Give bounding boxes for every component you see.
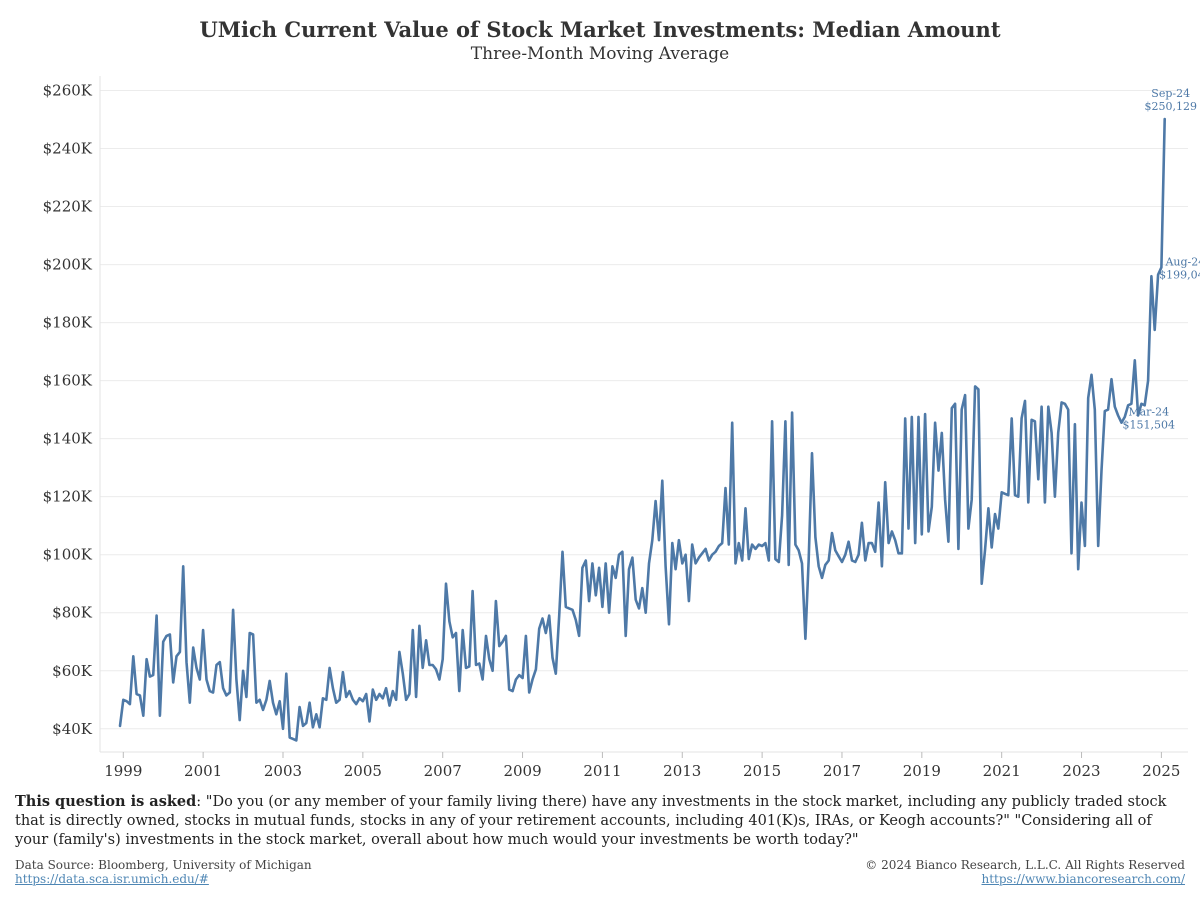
x-tick-label: 2001 <box>184 762 222 780</box>
y-tick-label: $200K <box>43 256 93 274</box>
annotation-value: $250,129 <box>1144 100 1197 113</box>
y-tick-label: $120K <box>43 488 93 506</box>
footer-source: Data Source: Bloomberg, University of Mi… <box>15 858 312 886</box>
x-tick-label: 2023 <box>1062 762 1100 780</box>
y-tick-label: $220K <box>43 198 93 216</box>
chart-subtitle: Three-Month Moving Average <box>471 44 729 64</box>
x-tick-label: 1999 <box>104 762 142 780</box>
y-tick-label: $60K <box>52 662 93 680</box>
chart-title: UMich Current Value of Stock Market Inve… <box>199 17 1000 42</box>
annotation-date: Aug-24 <box>1164 255 1200 268</box>
question-text: : "Do you (or any member of your family … <box>15 794 1167 848</box>
x-tick-label: 2017 <box>823 762 861 780</box>
annotation: Sep-24$250,129 <box>1144 87 1197 113</box>
axes <box>99 76 1188 753</box>
line-chart: UMich Current Value of Stock Market Inve… <box>43 17 1200 780</box>
series-line <box>118 117 1166 742</box>
x-tick-label: 2005 <box>344 762 382 780</box>
data-source-text: Data Source: Bloomberg, University of Mi… <box>15 858 312 872</box>
x-tick-label: 2011 <box>583 762 621 780</box>
annotation: Mar-24$151,504 <box>1122 405 1175 431</box>
gridlines <box>100 90 1188 730</box>
y-tick-label: $160K <box>43 372 93 390</box>
x-tick-label: 2025 <box>1142 762 1180 780</box>
annotation: Aug-24$199,043 <box>1159 255 1200 281</box>
y-tick-label: $140K <box>43 430 93 448</box>
x-tick-label: 2009 <box>503 762 541 780</box>
footer-copyright: © 2024 Bianco Research, L.L.C. All Right… <box>865 858 1185 886</box>
question-note: This question is asked: "Do you (or any … <box>15 792 1185 850</box>
annotation-value: $199,043 <box>1159 268 1200 281</box>
annotations: Sep-24$250,129 Aug-24$199,043 Mar-24$151,5… <box>1122 87 1200 431</box>
y-tick-label: $100K <box>43 546 93 564</box>
copyright-text: © 2024 Bianco Research, L.L.C. All Right… <box>865 858 1185 872</box>
y-tick-label: $180K <box>43 314 93 332</box>
question-label: This question is asked <box>15 793 197 810</box>
y-tick-label: $260K <box>43 82 93 100</box>
y-tick-label: $240K <box>43 140 93 158</box>
x-tick-label: 2013 <box>663 762 701 780</box>
y-tick-label: $80K <box>52 604 93 622</box>
y-tick-label: $40K <box>52 720 93 738</box>
annotation-date: Mar-24 <box>1128 405 1169 418</box>
x-axis-ticks: 1999 2001 2003 2005 2007 2009 2011 2013 2015 2017… <box>104 752 1180 780</box>
x-tick-label: 2019 <box>903 762 941 780</box>
source-link[interactable]: https://data.sca.isr.umich.edu/# <box>15 872 209 886</box>
annotation-value: $151,504 <box>1122 418 1175 431</box>
y-axis-ticks: $40K $60K $80K $100K $120K $140K $160K $180K $20… <box>43 82 93 738</box>
website-link[interactable]: https://www.biancoresearch.com/ <box>981 872 1185 886</box>
x-tick-label: 2007 <box>424 762 462 780</box>
x-tick-label: 2021 <box>983 762 1021 780</box>
x-tick-label: 2015 <box>743 762 781 780</box>
series-layer <box>118 117 1166 742</box>
x-tick-label: 2003 <box>264 762 302 780</box>
annotation-date: Sep-24 <box>1151 87 1190 100</box>
